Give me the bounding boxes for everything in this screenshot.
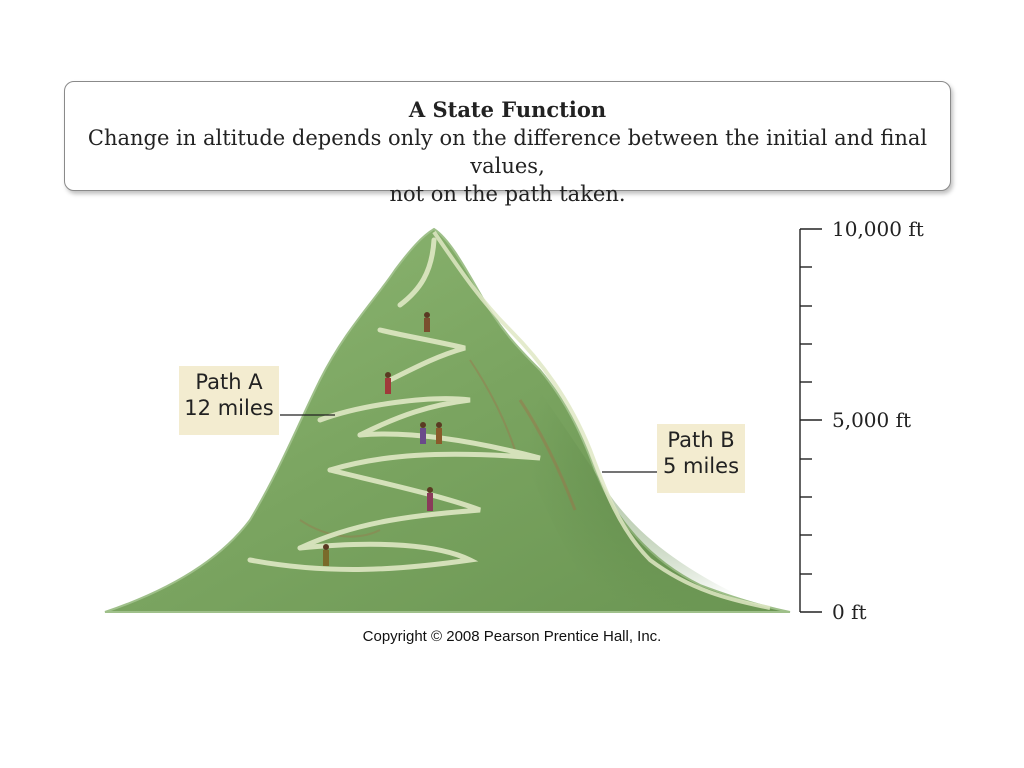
altitude-scale [799, 228, 822, 613]
hiker-icon [424, 312, 430, 332]
title-line-2: not on the path taken. [389, 182, 626, 206]
scale-top-label: 10,000 ft [832, 217, 924, 241]
title-heading: A State Function [408, 97, 607, 122]
path-a-trail [247, 237, 541, 572]
hiker-icon [420, 422, 426, 444]
path-a-distance: 12 miles [184, 396, 274, 420]
path-a-label: Path A 12 miles [179, 366, 279, 435]
path-b-label: Path B 5 miles [657, 424, 745, 493]
copyright-text: Copyright © 2008 Pearson Prentice Hall, … [362, 628, 662, 645]
scale-middle-label: 5,000 ft [832, 408, 912, 432]
title-line-1: Change in altitude depends only on the d… [87, 126, 928, 178]
title-box: A State Function Change in altitude depe… [64, 81, 951, 206]
hiker-icon [323, 544, 329, 566]
path-b-distance: 5 miles [662, 454, 740, 478]
hiker-icon [436, 422, 442, 444]
path-a-name: Path A [195, 370, 263, 394]
scale-bottom-label: 0 ft [832, 600, 867, 624]
path-b-name: Path B [667, 428, 735, 452]
hiker-icon [427, 487, 433, 511]
hiker-icon [385, 372, 391, 394]
path-b-trail [432, 230, 771, 610]
